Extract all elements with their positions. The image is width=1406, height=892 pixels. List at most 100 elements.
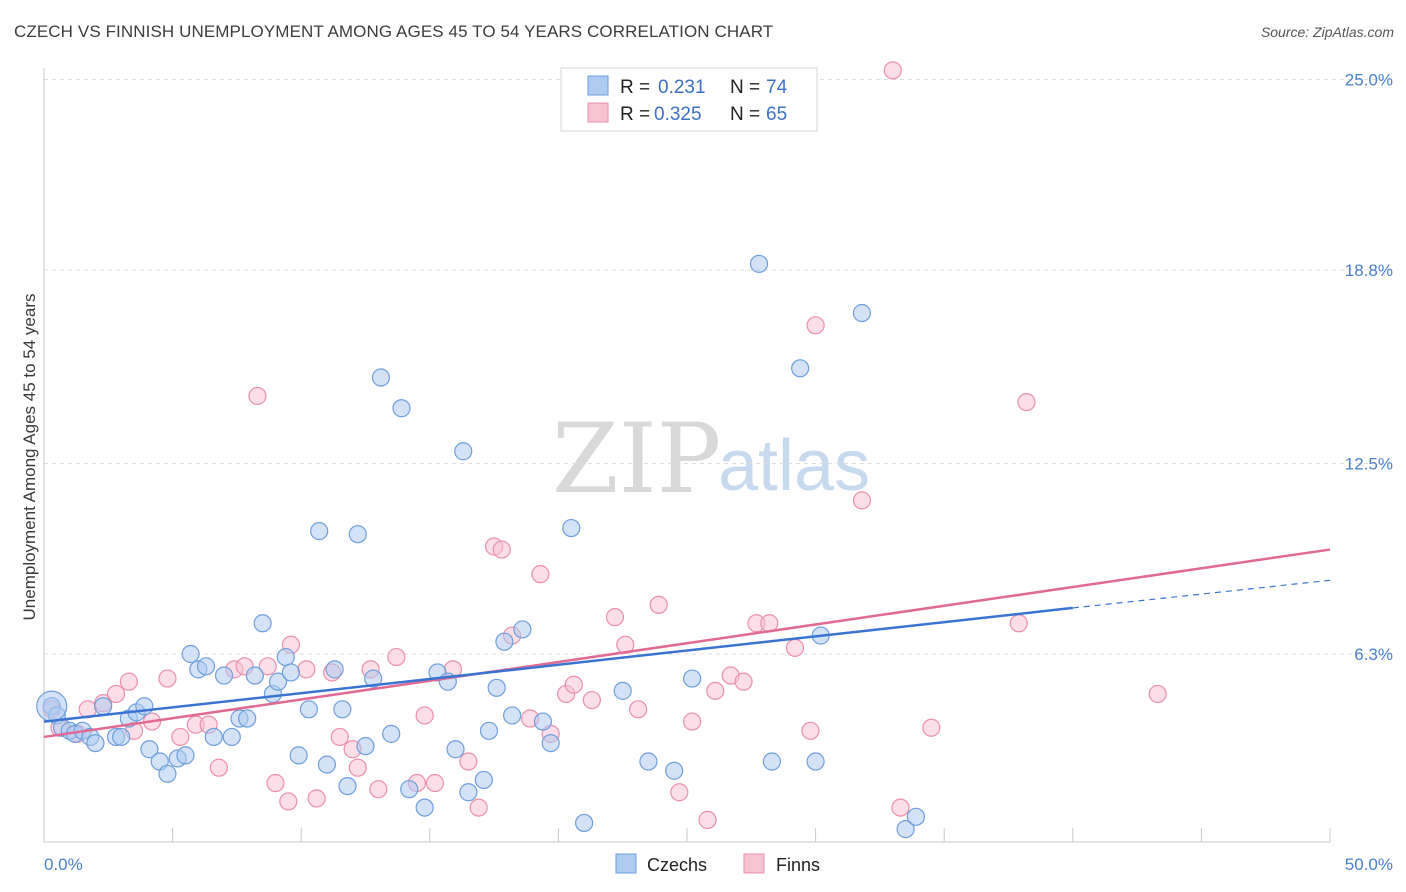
czechs-point-67 <box>749 254 769 273</box>
y-axis-label: Unemployment Among Ages 45 to 54 years <box>20 294 39 621</box>
czechs-point-16 <box>158 764 177 783</box>
czechs-point-57 <box>503 706 522 725</box>
czechs-point-68 <box>762 752 781 771</box>
czechs-point-56 <box>495 632 514 651</box>
finns-point-19 <box>279 792 298 811</box>
czechs-point-32 <box>281 663 301 682</box>
czechs-point-24 <box>222 727 241 747</box>
y-tick-label-0: 6.3% <box>1354 645 1393 664</box>
czechs-point-7 <box>86 733 105 753</box>
finns-point-5 <box>106 684 126 704</box>
czechs-point-61 <box>562 518 581 538</box>
czechs-point-73 <box>896 820 915 839</box>
finns-point-6 <box>119 672 138 691</box>
finns-point-18 <box>266 773 285 793</box>
finns-n-value: 65 <box>766 104 787 125</box>
finns-point-17 <box>258 657 277 676</box>
czechs-point-37 <box>325 660 344 679</box>
czechs-point-19 <box>181 644 200 664</box>
czechs-r-value: 0.231 <box>658 77 706 98</box>
finns-point-29 <box>387 647 406 667</box>
finns-r-value: 0.325 <box>654 104 702 125</box>
czechs-trend-extension <box>1072 579 1331 609</box>
czechs-point-14 <box>140 740 159 759</box>
czechs-point-21 <box>196 657 216 676</box>
finns-point-51 <box>698 810 717 829</box>
y-axis-tick-labels: 6.3% 12.5% 18.8% 25.0% <box>1345 71 1393 664</box>
series-legend: Czechs Finns <box>615 853 820 875</box>
finns-point-32 <box>425 773 445 793</box>
czechs-point-33 <box>289 746 308 765</box>
finns-r-label: R = <box>620 104 650 125</box>
finns-point-13 <box>209 758 228 777</box>
czechs-n-label: N = <box>730 77 760 98</box>
czechs-point-43 <box>371 368 391 387</box>
czechs-point-30 <box>268 672 288 691</box>
x-axis-tick-labels: 0.0% 50.0% <box>44 855 1393 874</box>
czechs-point-42 <box>364 669 383 688</box>
czechs-point-51 <box>454 442 473 461</box>
czechs-point-54 <box>479 721 499 740</box>
finns-point-16 <box>248 386 267 406</box>
czechs-point-59 <box>533 712 553 731</box>
czechs-point-22 <box>204 727 223 747</box>
finns-point-35 <box>469 798 488 817</box>
finns-point-22 <box>307 789 326 808</box>
chart-title: CZECH VS FINNISH UNEMPLOYMENT AMONG AGES… <box>14 22 774 41</box>
finns-point-59 <box>801 721 820 740</box>
finns-point-28 <box>369 780 388 799</box>
czechs-point-45 <box>392 399 411 418</box>
czechs-r-label: R = <box>620 77 650 98</box>
finns-point-31 <box>415 706 434 725</box>
finns-point-60 <box>852 491 871 510</box>
watermark-atlas: atlas <box>718 426 870 506</box>
finns-point-54 <box>734 672 753 691</box>
finns-point-52 <box>706 681 725 700</box>
finns-point-62 <box>922 718 941 737</box>
czechs-point-31 <box>276 647 295 667</box>
czechs-point-70 <box>806 752 825 771</box>
finns-point-66 <box>1148 684 1167 704</box>
watermark-zip: ZIP <box>552 403 721 515</box>
czechs-series-label: Czechs <box>647 855 707 875</box>
czechs-point-large <box>36 690 68 722</box>
czechs-point-64 <box>639 752 658 771</box>
czechs-point-53 <box>474 770 493 790</box>
finns-point-49 <box>670 783 689 802</box>
finns-point-50 <box>683 712 702 731</box>
czechs-point-46 <box>400 780 419 799</box>
czechs-point-63 <box>613 681 632 700</box>
finns-trend-line <box>43 548 1331 739</box>
czechs-n-value: 74 <box>766 77 788 98</box>
czechs-legend-swatch <box>587 75 609 96</box>
finns-point-61 <box>891 798 910 817</box>
finns-point-34 <box>459 752 478 771</box>
czechs-point-74 <box>906 807 926 826</box>
czechs-point-8 <box>94 697 113 716</box>
finns-point-43 <box>564 675 583 694</box>
x-tick-label-1: 50.0% <box>1345 855 1393 874</box>
czechs-point-36 <box>317 755 337 774</box>
trend-lines <box>43 548 1331 739</box>
czechs-point-35 <box>310 522 329 541</box>
czechs-points <box>36 254 926 839</box>
czechs-point-39 <box>338 776 357 796</box>
x-axis-ticks <box>172 828 1331 842</box>
finns-point-47 <box>629 700 648 719</box>
finns-point-44 <box>582 690 601 710</box>
czechs-point-41 <box>356 737 375 756</box>
finns-point-24 <box>330 727 349 747</box>
watermark: ZIP atlas <box>552 403 870 515</box>
finns-point-58 <box>806 316 825 335</box>
czechs-point-47 <box>415 798 434 817</box>
x-tick-label-0: 0.0% <box>44 855 83 874</box>
finns-point-63 <box>883 61 902 80</box>
finns-point-9 <box>158 669 177 688</box>
czechs-point-18 <box>176 746 195 765</box>
czechs-point-55 <box>487 678 506 697</box>
finns-series-label: Finns <box>776 855 820 875</box>
gridlines <box>44 79 1392 655</box>
czechs-point-58 <box>513 620 532 639</box>
czechs-series-swatch <box>615 853 637 874</box>
